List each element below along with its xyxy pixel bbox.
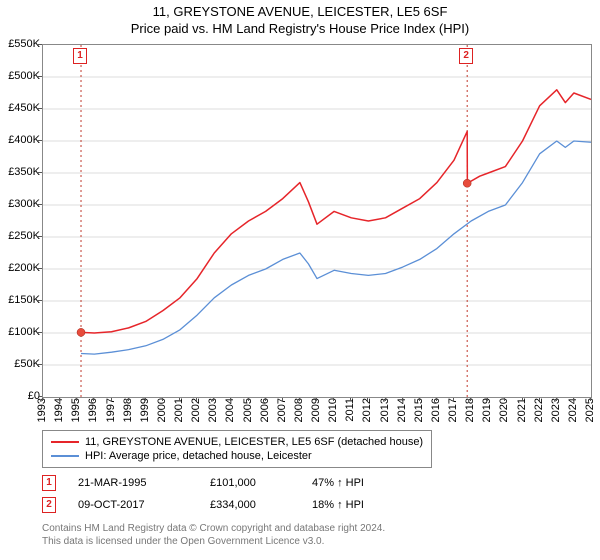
x-tick-label: 1996 — [87, 398, 99, 422]
chart-title: 11, GREYSTONE AVENUE, LEICESTER, LE5 6SF — [0, 4, 600, 19]
y-tick-label: £100K — [0, 326, 40, 338]
x-tick-label: 1999 — [139, 398, 151, 422]
x-tick-label: 2021 — [516, 398, 528, 422]
x-tick-label: 2000 — [156, 398, 168, 422]
chart-root: 11, GREYSTONE AVENUE, LEICESTER, LE5 6SF… — [0, 0, 600, 560]
sale-pct: 47% ↑ HPI — [312, 477, 402, 489]
sale-date: 21-MAR-1995 — [78, 477, 188, 489]
footer-text: Contains HM Land Registry data © Crown c… — [42, 522, 385, 548]
x-tick-label: 2019 — [481, 398, 493, 422]
legend-swatch — [51, 455, 79, 457]
x-tick-label: 2001 — [173, 398, 185, 422]
sale-pct: 18% ↑ HPI — [312, 499, 402, 511]
y-tick-label: £350K — [0, 166, 40, 178]
sale-marker-2: 2 — [459, 48, 473, 64]
x-tick-label: 2003 — [207, 398, 219, 422]
x-tick-label: 2011 — [344, 398, 356, 422]
legend-swatch — [51, 441, 79, 443]
x-tick-label: 2017 — [447, 398, 459, 422]
sales-table: 1 21-MAR-1995 £101,000 47% ↑ HPI 2 09-OCT-201… — [42, 472, 402, 516]
legend-label: 11, GREYSTONE AVENUE, LEICESTER, LE5 6SF… — [85, 436, 423, 448]
footer-line2: This data is licensed under the Open Gov… — [42, 536, 324, 547]
x-tick-label: 1995 — [70, 398, 82, 422]
y-tick-label: £500K — [0, 70, 40, 82]
x-tick-label: 2009 — [310, 398, 322, 422]
x-tick-label: 2006 — [259, 398, 271, 422]
x-tick-label: 1993 — [36, 398, 48, 422]
x-tick-label: 1998 — [122, 398, 134, 422]
x-tick-label: 2014 — [396, 398, 408, 422]
x-tick-label: 2012 — [361, 398, 373, 422]
sale-row: 2 09-OCT-2017 £334,000 18% ↑ HPI — [42, 494, 402, 516]
x-tick-label: 2002 — [190, 398, 202, 422]
x-tick-label: 2013 — [379, 398, 391, 422]
x-tick-label: 2004 — [224, 398, 236, 422]
legend: 11, GREYSTONE AVENUE, LEICESTER, LE5 6SF… — [42, 430, 432, 468]
plot-svg — [43, 45, 591, 397]
y-tick-label: £250K — [0, 230, 40, 242]
y-tick-label: £400K — [0, 134, 40, 146]
y-tick-label: £200K — [0, 262, 40, 274]
y-tick-label: £550K — [0, 38, 40, 50]
y-tick-label: £0 — [0, 390, 40, 402]
legend-item: HPI: Average price, detached house, Leic… — [51, 449, 423, 463]
sale-price: £101,000 — [210, 477, 290, 489]
y-tick-label: £450K — [0, 102, 40, 114]
plot-area — [42, 44, 592, 398]
x-tick-label: 2023 — [550, 398, 562, 422]
x-tick-label: 2022 — [533, 398, 545, 422]
y-tick-label: £150K — [0, 294, 40, 306]
x-tick-label: 1997 — [105, 398, 117, 422]
y-tick-label: £50K — [0, 358, 40, 370]
x-tick-label: 2024 — [567, 398, 579, 422]
x-tick-label: 2016 — [430, 398, 442, 422]
sale-row-marker: 1 — [42, 475, 56, 491]
legend-item: 11, GREYSTONE AVENUE, LEICESTER, LE5 6SF… — [51, 435, 423, 449]
x-tick-label: 2015 — [413, 398, 425, 422]
x-tick-label: 2007 — [276, 398, 288, 422]
footer-line1: Contains HM Land Registry data © Crown c… — [42, 523, 385, 534]
x-tick-label: 2025 — [584, 398, 596, 422]
sale-price: £334,000 — [210, 499, 290, 511]
sale-row-marker: 2 — [42, 497, 56, 513]
x-tick-label: 2005 — [242, 398, 254, 422]
y-tick-label: £300K — [0, 198, 40, 210]
x-tick-label: 2008 — [293, 398, 305, 422]
sale-date: 09-OCT-2017 — [78, 499, 188, 511]
x-tick-label: 1994 — [53, 398, 65, 422]
x-tick-label: 2020 — [498, 398, 510, 422]
sale-marker-1: 1 — [73, 48, 87, 64]
x-tick-label: 2010 — [327, 398, 339, 422]
x-tick-label: 2018 — [464, 398, 476, 422]
chart-subtitle: Price paid vs. HM Land Registry's House … — [0, 21, 600, 36]
sale-row: 1 21-MAR-1995 £101,000 47% ↑ HPI — [42, 472, 402, 494]
title-block: 11, GREYSTONE AVENUE, LEICESTER, LE5 6SF… — [0, 0, 600, 36]
legend-label: HPI: Average price, detached house, Leic… — [85, 450, 312, 462]
